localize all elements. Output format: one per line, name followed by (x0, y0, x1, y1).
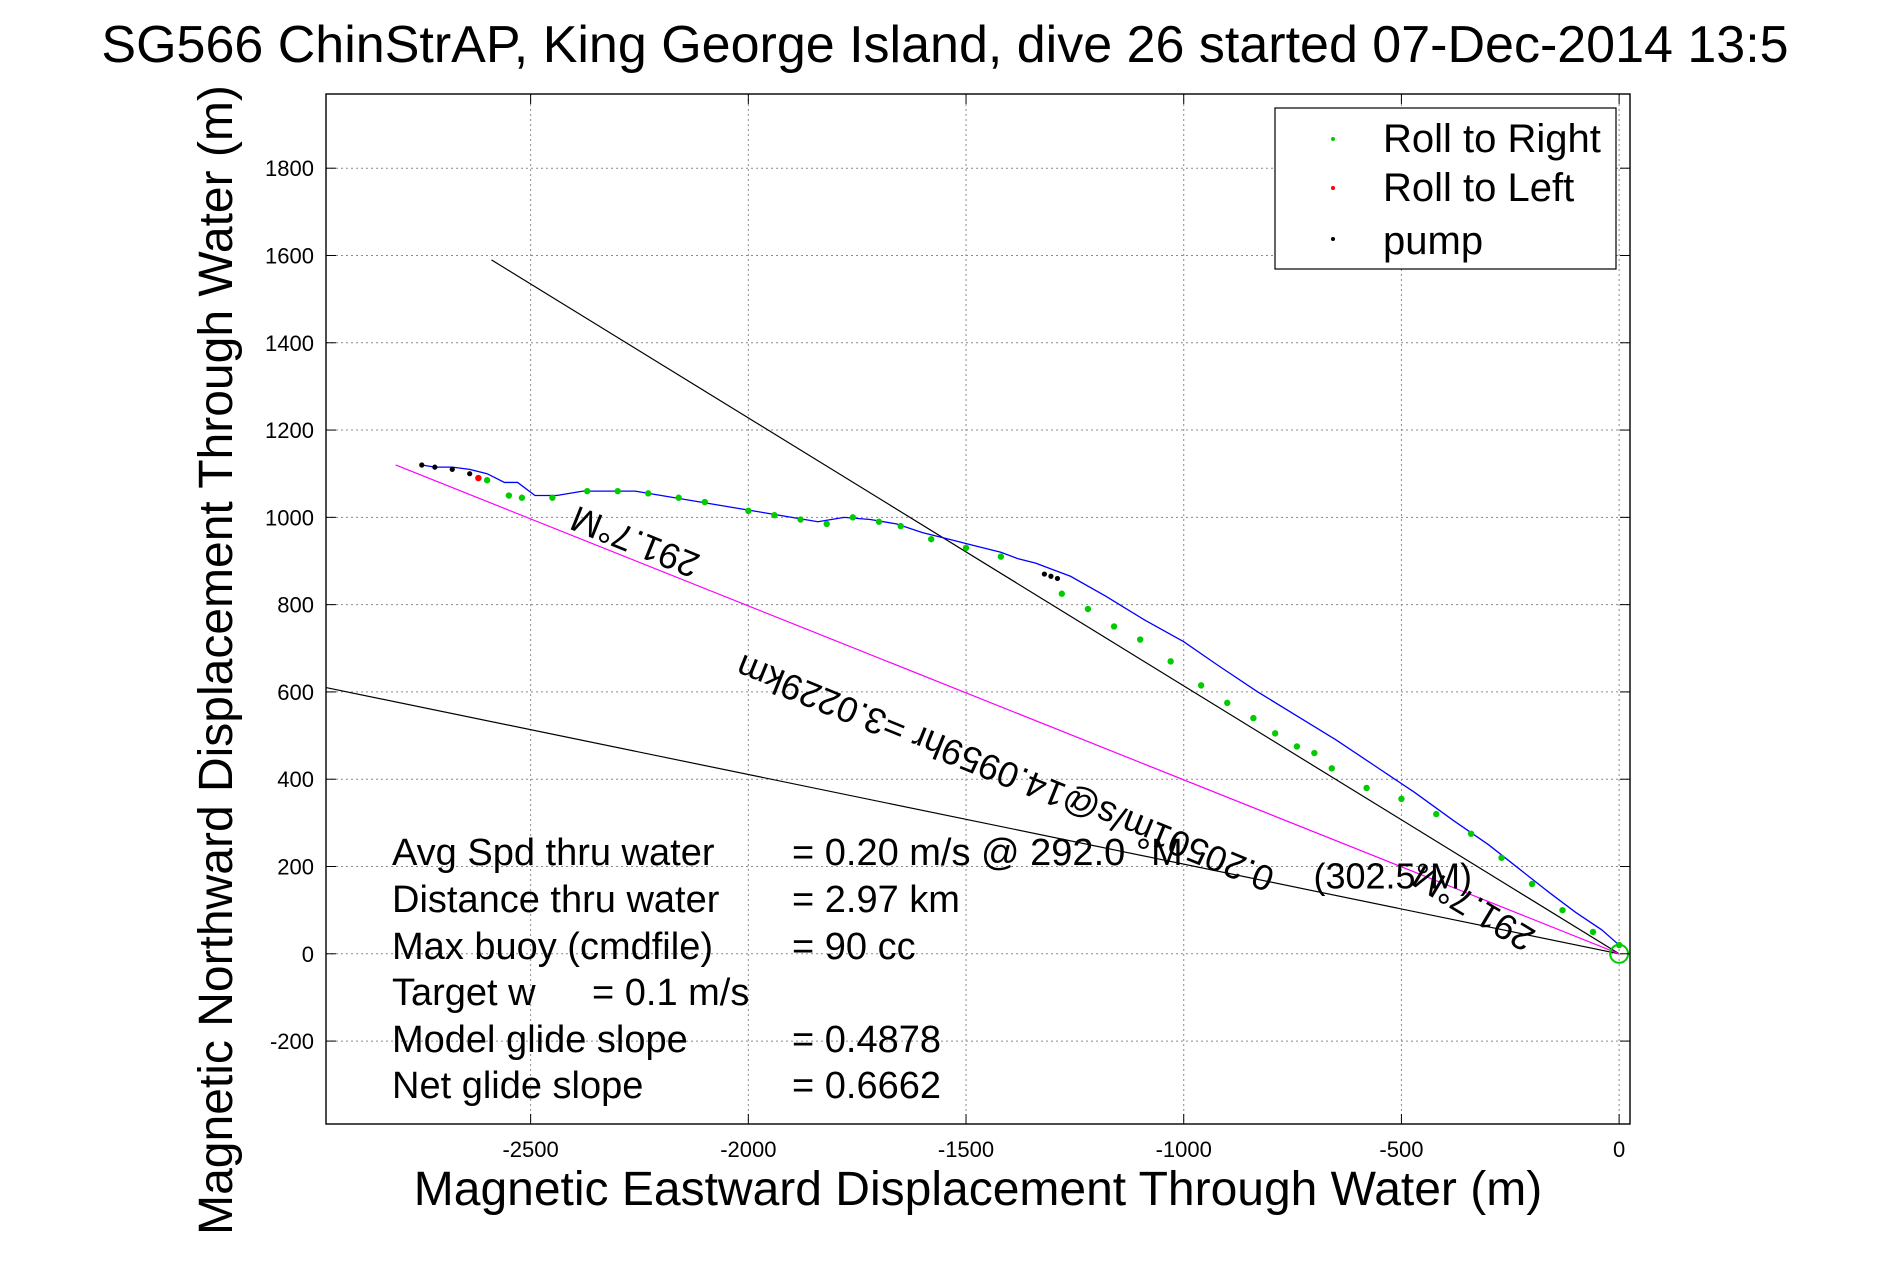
pump-point (1048, 573, 1054, 579)
roll-right-point (849, 514, 857, 521)
roll-right-point (1224, 699, 1231, 707)
stat-value-avg-speed: = 0.20 m/s @ 292.0 °M (792, 832, 1183, 874)
glider-track-line (421, 464, 1620, 946)
pump-point (419, 462, 425, 468)
pump-point (449, 466, 455, 472)
roll-right-point (997, 553, 1005, 560)
chart-title: SG566 ChinStrAP, King George Island, div… (101, 16, 1788, 74)
stat-value-net-glide: = 0.6662 (792, 1065, 941, 1107)
reference-lines (325, 259, 1620, 955)
stat-label-net-glide: Net glide slope (392, 1065, 643, 1107)
stat-label-distance: Distance thru water (392, 879, 720, 921)
stat-label-model-glide: Model glide slope (392, 1019, 688, 1061)
stat-label-target-w: Target w (392, 972, 536, 1014)
roll-right-point (1058, 590, 1066, 597)
roll-right-point (797, 516, 804, 523)
stat-value-distance: = 2.97 km (792, 879, 960, 921)
pump-point (1041, 571, 1047, 577)
stat-value-target-w: = 0.1 m/s (592, 972, 749, 1014)
stat-label-avg-speed: Avg Spd thru water (392, 832, 715, 874)
roll-right-point (1197, 682, 1205, 689)
roll-right-point (584, 487, 591, 495)
roll-right-point (962, 544, 970, 552)
roll-right-point (549, 494, 556, 501)
roll-right-point (1467, 830, 1475, 837)
roll-right-point (1311, 749, 1318, 757)
stat-value-model-glide: = 0.4878 (792, 1019, 941, 1061)
roll-right-point (745, 507, 752, 515)
x-tick-label: 0 (1613, 1137, 1625, 1162)
roll-right-point (1363, 784, 1370, 792)
x-tick-label: -1000 (1156, 1137, 1212, 1162)
roll-right-point (1328, 765, 1335, 772)
stat-label-max-buoy: Max buoy (cmdfile) (392, 926, 713, 968)
roll-right-point (1528, 880, 1536, 888)
roll-right-point (1398, 795, 1405, 803)
roll-right-point (518, 494, 526, 501)
y-tick-label: 1800 (265, 156, 314, 181)
pump-point (467, 471, 473, 477)
roll-right-point (1250, 714, 1257, 722)
roll-right-point (701, 498, 708, 506)
y-tick-label: 800 (277, 593, 314, 618)
roll-right-point (614, 487, 621, 495)
roll-right-point (823, 520, 830, 528)
x-tick-label: -2000 (720, 1137, 776, 1162)
reference-line-3 (395, 464, 1620, 955)
tick-layer: -2500 -2000 -1500 -1000 -500 0-20002004006008… (265, 94, 1630, 1162)
legend-marker-roll-left (1331, 186, 1335, 190)
y-tick-label: 600 (277, 680, 314, 705)
roll-right-point (1498, 854, 1505, 861)
roll-right-point (675, 494, 682, 501)
reference-line-1 (491, 259, 1620, 955)
annotation-4: (302.5°M) (1313, 855, 1471, 896)
y-tick-label: 1000 (265, 505, 314, 530)
y-tick-label: -200 (270, 1029, 314, 1054)
legend-label-roll-left: Roll to Left (1383, 166, 1574, 210)
pump-point (432, 464, 438, 470)
legend-label-pump: pump (1383, 219, 1483, 263)
legend-marker-roll-right (1331, 137, 1335, 141)
y-tick-label: 0 (302, 942, 314, 967)
y-tick-label: 200 (277, 855, 314, 880)
roll-right-point (1433, 810, 1440, 818)
roll-right-point (1271, 730, 1279, 737)
roll-right-point (1110, 623, 1118, 630)
roll-right-point (771, 511, 778, 519)
plot-frame (325, 93, 1631, 1125)
y-axis-label: Magnetic Northward Displacement Through … (190, 85, 243, 1235)
roll-right-point (927, 535, 935, 543)
roll-left-point (475, 474, 482, 482)
y-tick-label: 1400 (265, 331, 314, 356)
x-tick-label: -2500 (502, 1137, 558, 1162)
roll-right-point (644, 490, 652, 497)
roll-right-point (483, 477, 491, 484)
roll-right-point (1589, 928, 1597, 936)
roll-right-point (875, 518, 883, 525)
pump-point (1054, 575, 1061, 582)
stats-block: Avg Spd thru water = 0.20 m/s @ 292.0 °M… (392, 832, 1183, 1107)
x-axis-label: Magnetic Eastward Displacement Through W… (414, 1163, 1542, 1216)
roll-right-point (505, 492, 513, 499)
y-tick-label: 1600 (265, 243, 314, 268)
roll-right-point (1293, 743, 1301, 750)
roll-right-point (897, 522, 904, 530)
roll-right-point (1167, 658, 1174, 665)
stat-value-max-buoy: = 90 cc (792, 926, 916, 968)
legend: Roll to Right Roll to Left pump (1274, 107, 1617, 270)
roll-right-point (1136, 636, 1144, 643)
legend-label-roll-right: Roll to Right (1383, 117, 1601, 161)
y-tick-label: 1200 (265, 418, 314, 443)
legend-marker-pump (1331, 237, 1335, 241)
roll-right-point (1559, 906, 1566, 914)
roll-right-point (1084, 605, 1092, 613)
series-layer (419, 462, 1630, 964)
x-tick-label: -500 (1379, 1137, 1423, 1162)
x-tick-label: -1500 (938, 1137, 994, 1162)
reference-line-2 (325, 686, 1620, 955)
y-tick-label: 400 (277, 767, 314, 792)
